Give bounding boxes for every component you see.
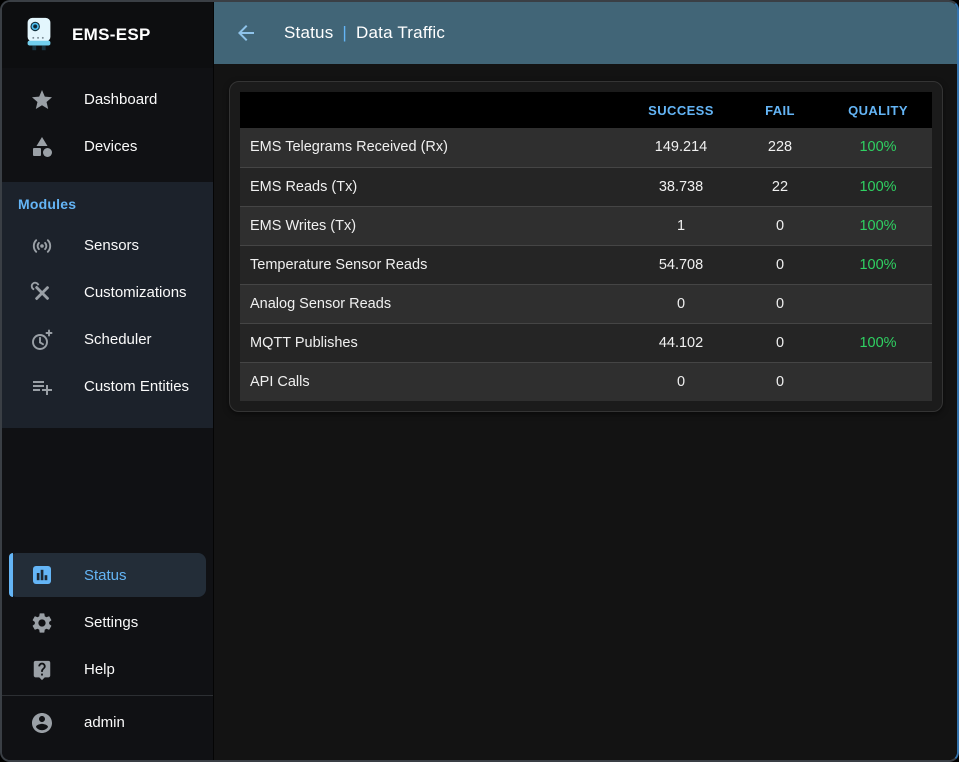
sidebar-item-label: Devices: [84, 138, 138, 155]
sidebar-item-label: Scheduler: [84, 331, 152, 348]
sidebar-item-label: Custom Entities: [84, 378, 190, 395]
sidebar-item-sensors[interactable]: Sensors: [2, 222, 213, 269]
main-column: Status | Data Traffic SUCCESS FAIL QUALITY: [214, 2, 957, 760]
table-row: EMS Writes (Tx) 1 0 100%: [240, 205, 932, 245]
category-icon: [30, 135, 54, 159]
sidebar-item-label: admin: [84, 714, 125, 731]
metric-name: EMS Reads (Tx): [240, 166, 626, 206]
modules-section: Modules Sensors: [2, 182, 213, 428]
sidebar-item-label: Dashboard: [84, 91, 158, 108]
column-header-fail: FAIL: [736, 92, 824, 128]
back-arrow-icon[interactable]: [234, 21, 258, 45]
quality-value: 100%: [859, 139, 897, 156]
sidebar-spacer: [2, 428, 213, 553]
sidebar-item-admin[interactable]: admin: [2, 699, 213, 746]
data-traffic-table: SUCCESS FAIL QUALITY EMS Telegrams Recei…: [240, 92, 932, 401]
page-title: Status | Data Traffic: [284, 23, 445, 43]
page-title-section: Status: [284, 23, 334, 42]
sensors-icon: [30, 234, 54, 258]
column-header-quality: QUALITY: [824, 92, 932, 128]
quality-value: 100%: [824, 166, 932, 206]
success-value: 0: [626, 283, 736, 323]
table-row: MQTT Publishes 44.102 0 100%: [240, 322, 932, 362]
quality-value: 100%: [824, 244, 932, 284]
sidebar-item-customizations[interactable]: Customizations: [2, 269, 213, 316]
fail-value: 0: [736, 205, 824, 245]
sidebar-item-help[interactable]: Help: [2, 646, 213, 693]
metric-name: EMS Telegrams Received (Rx): [250, 139, 448, 156]
sidebar-item-devices[interactable]: Devices: [2, 123, 213, 170]
page-content: SUCCESS FAIL QUALITY EMS Telegrams Recei…: [214, 64, 957, 760]
fail-value: 22: [736, 166, 824, 206]
page-title-page: Data Traffic: [356, 23, 446, 42]
fail-value: 228: [767, 139, 793, 156]
column-header-name: [240, 92, 626, 128]
sidebar-item-dashboard[interactable]: Dashboard: [2, 76, 213, 123]
sidebar: EMS-ESP Dashboard Devices Modules: [2, 2, 214, 760]
sidebar-item-custom-entities[interactable]: Custom Entities: [2, 363, 213, 410]
metric-name: Analog Sensor Reads: [240, 283, 626, 323]
help-bubble-icon: [30, 658, 54, 682]
boiler-logo-icon: [27, 17, 51, 51]
success-value: 38.738: [626, 166, 736, 206]
metric-name: API Calls: [240, 361, 626, 401]
fail-value: 0: [736, 283, 824, 323]
gear-icon: [30, 611, 54, 635]
bar-chart-icon: [30, 563, 54, 587]
star-icon: [30, 88, 54, 112]
quality-value: 100%: [824, 322, 932, 362]
sidebar-divider: [2, 695, 213, 696]
fail-value: 0: [736, 322, 824, 362]
table-row: EMS Reads (Tx) 38.738 22 100%: [240, 166, 932, 206]
metric-name: EMS Writes (Tx): [240, 205, 626, 245]
sidebar-item-settings[interactable]: Settings: [2, 599, 213, 646]
sidebar-item-label: Help: [84, 661, 115, 678]
success-value: 1: [626, 205, 736, 245]
success-value: 149.214: [654, 139, 708, 156]
quality-value: 100%: [824, 205, 932, 245]
sidebar-item-label: Status: [84, 566, 127, 584]
success-value: 44.102: [626, 322, 736, 362]
metric-name: Temperature Sensor Reads: [240, 244, 626, 284]
tools-icon: [30, 281, 54, 305]
clock-plus-icon: [30, 328, 54, 352]
success-value: 0: [626, 361, 736, 401]
app-logo-row: EMS-ESP: [2, 2, 213, 68]
sidebar-item-label: Sensors: [84, 237, 140, 254]
table-header-row: SUCCESS FAIL QUALITY: [240, 92, 932, 128]
table-row: API Calls 0 0: [240, 361, 932, 401]
sidebar-item-label: Settings: [84, 614, 139, 631]
fail-value: 0: [736, 244, 824, 284]
sidebar-item-label: Customizations: [84, 284, 187, 301]
app-title: EMS-ESP: [72, 25, 151, 44]
account-circle-icon: [30, 711, 54, 735]
fail-value: 0: [736, 361, 824, 401]
table-row: Temperature Sensor Reads 54.708 0 100%: [240, 244, 932, 284]
playlist-add-icon: [30, 375, 54, 399]
quality-value: [824, 283, 932, 323]
metric-name: MQTT Publishes: [240, 322, 626, 362]
quality-value: [824, 361, 932, 401]
column-header-success: SUCCESS: [626, 92, 736, 128]
table-row: Analog Sensor Reads 0 0: [240, 283, 932, 323]
sidebar-item-status[interactable]: Status: [9, 553, 206, 597]
appbar: Status | Data Traffic: [214, 2, 957, 64]
sidebar-item-scheduler[interactable]: Scheduler: [2, 316, 213, 363]
success-value: 54.708: [626, 244, 736, 284]
table-row: EMS Telegrams Received (Rx) 149.214 228 …: [240, 128, 932, 167]
page-title-separator: |: [342, 23, 348, 42]
modules-section-header: Modules: [18, 196, 77, 212]
data-traffic-card: SUCCESS FAIL QUALITY EMS Telegrams Recei…: [229, 81, 943, 412]
